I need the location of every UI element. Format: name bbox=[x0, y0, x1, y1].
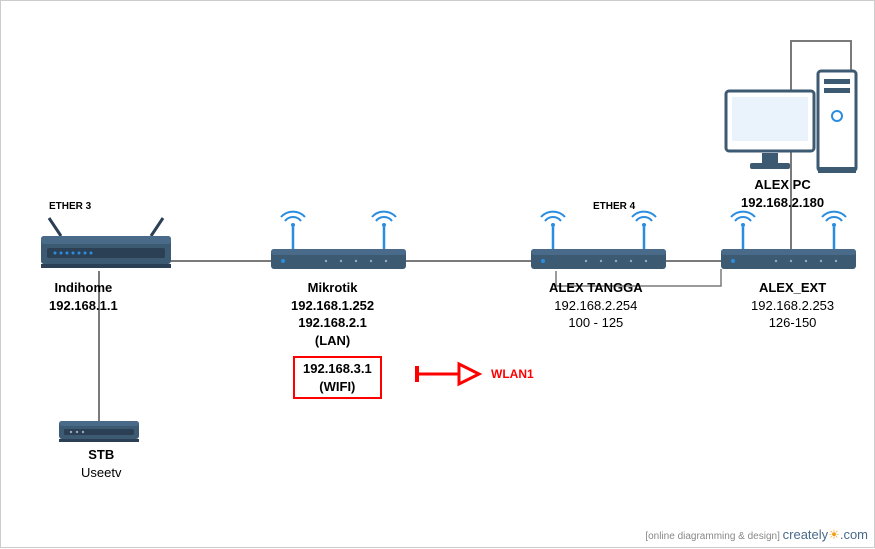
indihome-label: Indihome 192.168.1.1 bbox=[49, 279, 118, 314]
mikrotik-device bbox=[271, 212, 406, 269]
mikrotik-lan-note: (LAN) bbox=[315, 333, 350, 348]
mikrotik-ip1: 192.168.1.252 bbox=[291, 298, 374, 313]
stb-name: STB bbox=[88, 447, 114, 462]
mikrotik-ip2: 192.168.2.1 bbox=[298, 315, 367, 330]
wlan1-label: WLAN1 bbox=[491, 367, 534, 381]
stb-label: STB Useetv bbox=[81, 446, 121, 481]
mikrotik-name: Mikrotik bbox=[308, 280, 358, 295]
ether3-label: ETHER 3 bbox=[49, 201, 91, 212]
alex-pc-ip: 192.168.2.180 bbox=[741, 195, 824, 210]
diagram-canvas bbox=[1, 1, 875, 549]
indihome-device bbox=[41, 218, 171, 268]
alex-pc-label: ALEX PC 192.168.2.180 bbox=[741, 176, 824, 211]
alex-ext-label: ALEX_EXT 192.168.2.253 126-150 bbox=[751, 279, 834, 332]
indihome-ip: 192.168.1.1 bbox=[49, 298, 118, 313]
alex-tangga-ip: 192.168.2.254 bbox=[554, 298, 637, 313]
alex-ext-ip: 192.168.2.253 bbox=[751, 298, 834, 313]
alex-ext-name: ALEX_EXT bbox=[759, 280, 826, 295]
wlan-arrow bbox=[415, 364, 479, 384]
footer-tagline: [online diagramming & design] bbox=[645, 531, 780, 542]
creately-sun-icon: ☀ bbox=[828, 527, 840, 542]
stb-device bbox=[59, 421, 139, 442]
indihome-name: Indihome bbox=[54, 280, 112, 295]
stb-sub: Useetv bbox=[81, 465, 121, 480]
alex-tangga-label: ALEX TANGGA 192.168.2.254 100 - 125 bbox=[549, 279, 643, 332]
alex-tangga-device bbox=[531, 212, 666, 269]
footer-brand: creately☀.com bbox=[783, 527, 868, 542]
mikrotik-wifi-box: 192.168.3.1 (WIFI) bbox=[293, 356, 382, 399]
alex-ext-device bbox=[721, 212, 856, 269]
footer: [online diagramming & design] creately☀.… bbox=[645, 527, 868, 543]
alex-tangga-range: 100 - 125 bbox=[568, 315, 623, 330]
mikrotik-wifi-note: (WIFI) bbox=[319, 379, 355, 394]
alex-tangga-name: ALEX TANGGA bbox=[549, 280, 643, 295]
alex-ext-range: 126-150 bbox=[769, 315, 817, 330]
mikrotik-wifi-ip: 192.168.3.1 bbox=[303, 361, 372, 376]
ether4-label: ETHER 4 bbox=[593, 201, 635, 212]
alex-pc-name: ALEX PC bbox=[754, 177, 810, 192]
mikrotik-label: Mikrotik 192.168.1.252 192.168.2.1 (LAN) bbox=[291, 279, 374, 349]
